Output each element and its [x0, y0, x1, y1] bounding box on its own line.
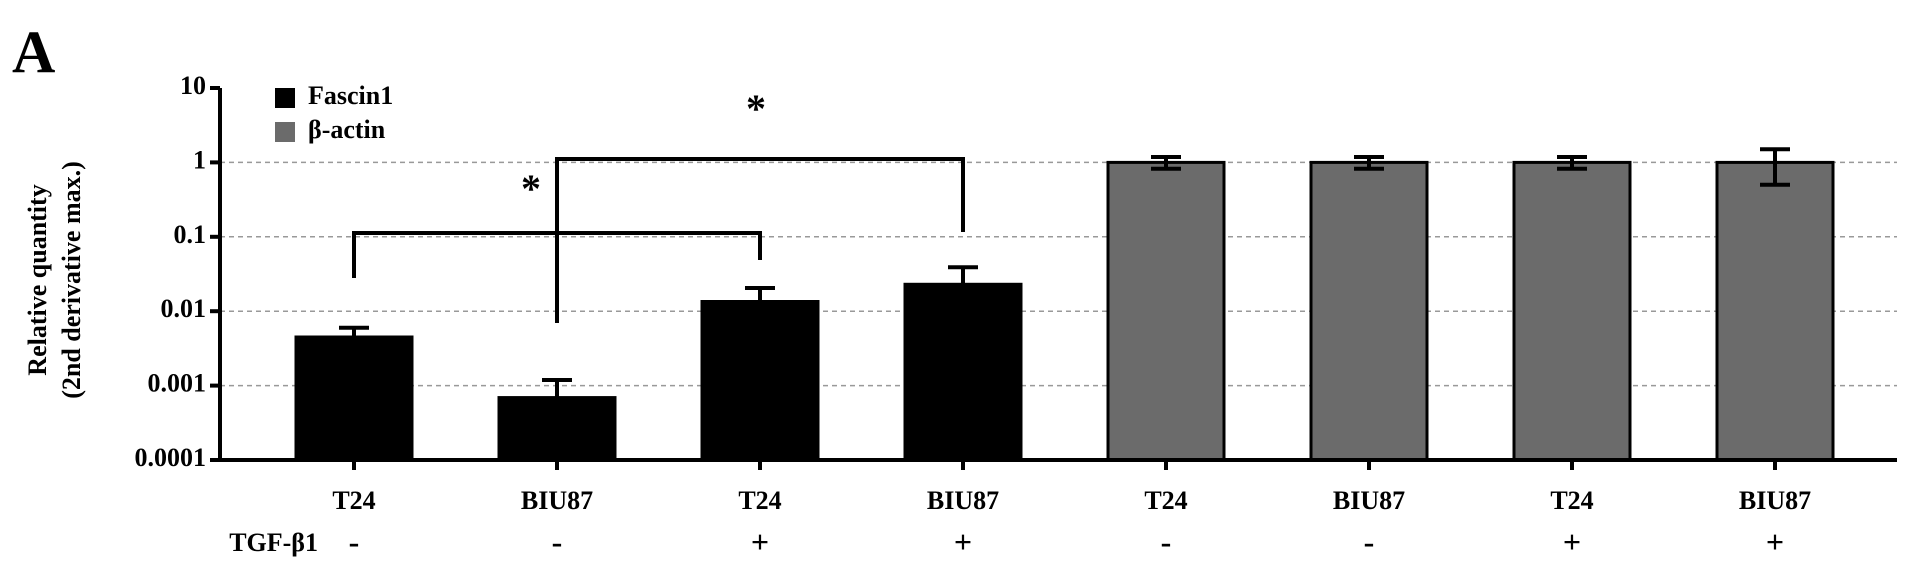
treatment-sign: +: [954, 523, 972, 559]
legend-swatch: [275, 88, 295, 108]
x-tick-label: T24: [738, 486, 781, 515]
significance-star: *: [746, 86, 766, 131]
treatment-sign: -: [552, 523, 563, 559]
treatment-label: TGF-β1: [229, 528, 318, 557]
treatment-sign: +: [1563, 523, 1581, 559]
significance-bracket: [555, 157, 965, 323]
legend-label: Fascin1: [308, 81, 393, 110]
x-tick-label: T24: [1144, 486, 1187, 515]
y-tick-label: 0.001: [148, 369, 207, 398]
y-axis-label: Relative quantity: [23, 184, 52, 375]
panel-label: A: [12, 19, 55, 85]
x-tick-label: BIU87: [1333, 486, 1405, 515]
bar: [1715, 160, 1835, 462]
x-tick-label: T24: [1550, 486, 1593, 515]
treatment-sign: -: [1364, 523, 1375, 559]
bar: [1106, 160, 1226, 462]
y-tick-label: 0.01: [161, 294, 207, 323]
significance-star: *: [521, 166, 541, 211]
treatment-sign: -: [349, 523, 360, 559]
x-tick-label: BIU87: [1739, 486, 1811, 515]
x-tick-label: T24: [332, 486, 375, 515]
y-tick-label: 10: [180, 71, 206, 100]
y-axis-label: (2nd derivative max.): [57, 161, 86, 399]
bar: [1512, 160, 1632, 462]
treatment-sign: +: [751, 523, 769, 559]
treatment-sign: -: [1161, 523, 1172, 559]
x-tick-label: BIU87: [521, 486, 593, 515]
legend-swatch: [275, 122, 295, 142]
y-tick-label: 1: [193, 145, 206, 174]
bar: [294, 335, 414, 462]
treatment-sign: +: [1766, 523, 1784, 559]
y-tick-label: 0.1: [174, 220, 207, 249]
legend-label: β-actin: [308, 115, 386, 144]
bar: [1309, 160, 1429, 462]
y-tick-label: 0.0001: [135, 443, 207, 472]
x-tick-label: BIU87: [927, 486, 999, 515]
